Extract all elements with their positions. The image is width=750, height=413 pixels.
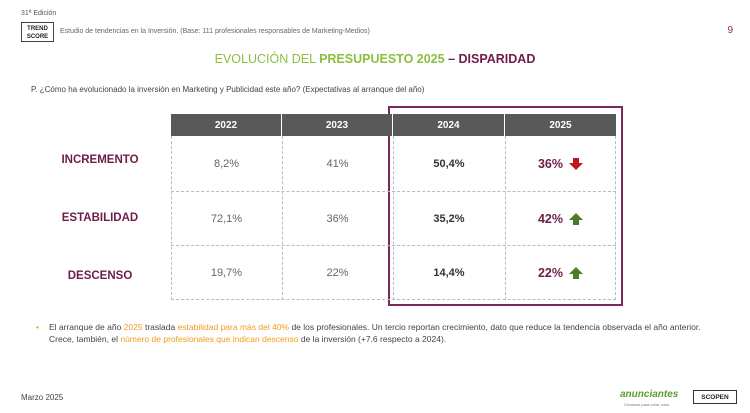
title-part-3: – DISPARIDAD [444, 52, 536, 66]
table-cell: 19,7% [210, 266, 243, 279]
table-cell: 36% [326, 212, 349, 225]
highlight-box [388, 106, 623, 306]
row-label-incremento: INCREMENTO [61, 154, 139, 166]
grid-line [393, 136, 394, 300]
data-table: 2022 2023 2024 2025 8,2% 41% 50,4% 36% 7… [171, 114, 616, 300]
grid-line [171, 299, 616, 300]
bullet-text: El arranque de año [49, 322, 124, 332]
table-cell: 50,4% [433, 157, 465, 170]
row-label-estabilidad: ESTABILIDAD [61, 212, 139, 224]
footer-date: Marzo 2025 [21, 393, 64, 402]
title-part-1: EVOLUCIÓN DEL [214, 52, 320, 66]
bullet-text: de los profesionales. Un tercio reportan… [49, 322, 701, 344]
logo-line-1: TREND [27, 26, 48, 32]
column-header-2024: 2024 [393, 114, 504, 136]
grid-line [171, 245, 616, 246]
value-2025: 42% [537, 211, 564, 226]
table-cell: 41% [326, 157, 349, 170]
anunciantes-tagline: Creamos para crear valor [624, 402, 670, 407]
survey-question: P. ¿Cómo ha evolucionado la inversión en… [31, 85, 425, 94]
bullet-highlight: número de profesionales que indican desc… [120, 333, 299, 344]
arrow-down-icon [569, 157, 584, 170]
page-title: EVOLUCIÓN DEL PRESUPUESTO 2025 – DISPARI… [0, 52, 750, 66]
column-header-2022: 2022 [171, 114, 281, 136]
title-part-2: PRESUPUESTO 2025 [319, 52, 445, 66]
grid-line [505, 136, 506, 300]
arrow-up-icon [569, 266, 584, 279]
table-cell-highlight: 42% [505, 191, 616, 246]
study-description: Estudio de tendencias en la Inversión. (… [60, 28, 370, 35]
bullet-dot: • [36, 322, 39, 332]
value-2025: 22% [537, 265, 564, 280]
table-cell: 14,4% [433, 266, 465, 279]
bullet-text: de la inversión (+7.6 respecto a 2024). [298, 333, 447, 344]
value-2025: 36% [537, 156, 564, 171]
scopen-logo: SCOPEN [693, 390, 737, 404]
anunciantes-logo: anunciantes [620, 389, 679, 400]
grid-line [615, 136, 616, 300]
table-cell: 8,2% [213, 157, 240, 170]
column-header-2023: 2023 [282, 114, 392, 136]
table-cell: 22% [326, 266, 349, 279]
bullet-highlight: 2025 [123, 322, 143, 332]
table-cell-highlight: 36% [505, 136, 616, 191]
arrow-up-icon [569, 212, 584, 225]
grid-line [282, 136, 283, 300]
page-number: 9 [727, 25, 733, 36]
column-header-2025: 2025 [505, 114, 616, 136]
table-cell: 35,2% [433, 212, 465, 225]
bullet-text: traslada [142, 322, 178, 332]
table-cell: 72,1% [210, 212, 243, 225]
table-cell-highlight: 22% [505, 245, 616, 300]
bullet-highlight: estabilidad para más del 40% [177, 322, 290, 332]
row-label-descenso: DESCENSO [67, 270, 133, 282]
summary-bullet: • El arranque de año 2025 traslada estab… [36, 322, 709, 345]
grid-line [171, 191, 616, 192]
edition-label: 31ª Edición [21, 10, 57, 17]
logo-line-2: SCORE [26, 34, 49, 40]
trendscore-logo: TREND SCORE [21, 22, 54, 42]
grid-line [171, 136, 172, 300]
